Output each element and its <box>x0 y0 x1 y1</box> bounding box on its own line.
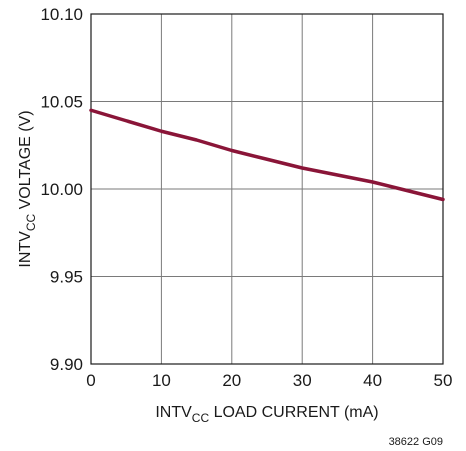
series-layer <box>89 108 445 202</box>
x-axis-label-sub: CC <box>192 411 210 425</box>
x-tick-labels: 0 10 20 30 40 50 <box>86 371 452 390</box>
x-tick-label-5: 50 <box>434 371 453 390</box>
y-axis-label-main: INTV <box>17 231 34 268</box>
y-tick-label-4: 10.10 <box>40 5 83 24</box>
y-tick-labels: 9.90 9.95 10.00 10.05 10.10 <box>40 5 83 374</box>
x-tick-label-3: 30 <box>293 371 312 390</box>
x-tick-label-0: 0 <box>86 371 95 390</box>
y-axis-label: INTVCC VOLTAGE (V) <box>17 110 38 267</box>
figure-id-note: 38622 G09 <box>389 436 443 448</box>
x-axis-label-rest: LOAD CURRENT (mA) <box>209 404 379 421</box>
x-axis-label-main: INTV <box>155 404 192 421</box>
x-tick-label-2: 20 <box>222 371 241 390</box>
y-tick-label-3: 10.05 <box>40 93 83 112</box>
y-axis-label-sub: CC <box>24 213 38 231</box>
series-line-0 <box>89 108 445 202</box>
y-tick-label-1: 9.95 <box>50 268 83 287</box>
x-tick-label-4: 40 <box>363 371 382 390</box>
x-axis-label: INTVCC LOAD CURRENT (mA) <box>155 404 378 425</box>
y-tick-label-2: 10.00 <box>40 180 83 199</box>
grid <box>90 13 444 365</box>
x-tick-label-1: 10 <box>152 371 171 390</box>
plot-frame <box>90 13 444 365</box>
y-tick-label-0: 9.90 <box>50 355 83 374</box>
y-axis-label-rest: VOLTAGE (V) <box>17 110 34 213</box>
